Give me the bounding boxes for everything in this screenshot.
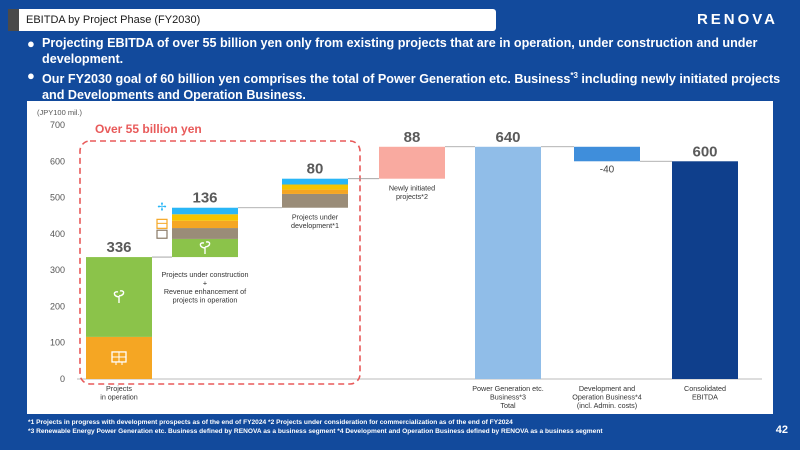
sprout-icon xyxy=(113,290,125,303)
bar-segment xyxy=(172,228,238,239)
bar-category-label: Development and xyxy=(579,384,635,393)
title-marker xyxy=(8,9,19,31)
bar-value-label: 88 xyxy=(404,129,421,146)
sprout-icon xyxy=(199,241,211,255)
bullet-dot-icon: ● xyxy=(27,68,35,83)
y-tick-label: 700 xyxy=(50,120,65,130)
bullet-text-main: Our FY2030 goal of 60 billion yen compri… xyxy=(42,72,571,87)
highlight-dashed-box xyxy=(79,140,361,385)
bar-segment xyxy=(282,178,348,185)
bar-category-label: (incl. Admin. costs) xyxy=(577,401,637,410)
bullet-text: Our FY2030 goal of 60 billion yen compri… xyxy=(42,68,787,103)
highlight-label: Over 55 billion yen xyxy=(95,122,202,136)
bar-segment xyxy=(282,184,348,190)
bullet-text: Projecting EBITDA of over 55 billion yen… xyxy=(42,36,758,66)
bar-category-label: Business*3 xyxy=(490,393,526,402)
bar-category-label: Operation Business*4 xyxy=(572,393,642,402)
bar-category-label: in operation xyxy=(100,393,138,402)
bar-category-label: Projects under xyxy=(292,213,339,222)
y-tick-label: 600 xyxy=(50,156,65,166)
chart-panel: (JPY100 mil.) 0 100 200 300 400 500 600 700 Over … xyxy=(27,101,773,414)
bar-value-label: 600 xyxy=(692,143,717,160)
bar-segment xyxy=(475,146,541,379)
bullet-text-tail: including newly initiated projects and D… xyxy=(42,72,781,102)
bar-segment xyxy=(172,207,238,215)
y-tick-label: 0 xyxy=(60,374,65,384)
page-number: 42 xyxy=(775,424,788,436)
bar-category-label: Total xyxy=(500,401,516,410)
y-tick-label: 300 xyxy=(50,265,65,275)
bar-segment xyxy=(282,193,348,208)
bar-value-label: 80 xyxy=(307,161,324,178)
page-title: EBITDA by Project Phase (FY2030) xyxy=(26,14,201,26)
y-tick-label: 200 xyxy=(50,301,65,311)
bar-value-label: -40 xyxy=(600,164,615,175)
bar-segment xyxy=(574,146,640,162)
footnote-line-1: *1 Projects in progress with development… xyxy=(28,419,513,426)
bar-category-label: Power Generation etc. xyxy=(472,384,544,393)
bar-category-label: projects*2 xyxy=(396,192,428,201)
bar-category-label: Revenue enhancement of xyxy=(164,287,246,296)
bar-segment xyxy=(379,146,445,179)
biomass-icon xyxy=(156,218,168,229)
battery-icon xyxy=(156,229,168,239)
bar-category-label: EBITDA xyxy=(692,393,718,402)
bullet-list: ● Projecting EBITDA of over 55 billion y… xyxy=(27,36,787,104)
footnote-line-2: *3 Renewable Energy Power Generation etc… xyxy=(28,428,603,435)
renova-logo: RENOVA xyxy=(696,11,778,28)
bullet-item: ● Our FY2030 goal of 60 billion yen comp… xyxy=(27,68,787,103)
bullet-item: ● Projecting EBITDA of over 55 billion y… xyxy=(27,36,787,67)
y-tick-label: 400 xyxy=(50,229,65,239)
bar-value-label: 336 xyxy=(106,239,131,256)
bar-category-label: development*1 xyxy=(291,221,339,230)
footnotes: *1 Projects in progress with development… xyxy=(28,418,728,436)
bullet-footnote-ref: *3 xyxy=(570,71,578,80)
bar-segment xyxy=(172,220,238,229)
y-axis-unit-label: (JPY100 mil.) xyxy=(37,108,83,117)
wind-turbine-icon: ✢ xyxy=(157,200,166,213)
bar-value-label: 136 xyxy=(192,190,217,207)
bar-category-label: Projects xyxy=(106,384,132,393)
bar-value-label: 640 xyxy=(495,129,520,146)
solar-panel-icon-grid xyxy=(112,351,126,365)
bar-segment xyxy=(672,161,738,379)
bar-segment xyxy=(172,214,238,221)
bar-category-label: + xyxy=(203,279,207,288)
bar-category-label: Projects under construction xyxy=(161,270,248,279)
bar-segment xyxy=(282,189,348,194)
bullet-dot-icon: ● xyxy=(27,36,35,51)
ebitda-waterfall-chart: (JPY100 mil.) 0 100 200 300 400 500 600 700 Over … xyxy=(37,108,762,410)
bar-category-label: Consolidated xyxy=(684,384,726,393)
header-title-bar: EBITDA by Project Phase (FY2030) xyxy=(8,9,496,31)
bar-category-label: Newly initiated xyxy=(389,184,435,193)
bar-category-label: projects in operation xyxy=(173,296,238,305)
y-tick-label: 500 xyxy=(50,193,65,203)
y-tick-label: 100 xyxy=(50,338,65,348)
